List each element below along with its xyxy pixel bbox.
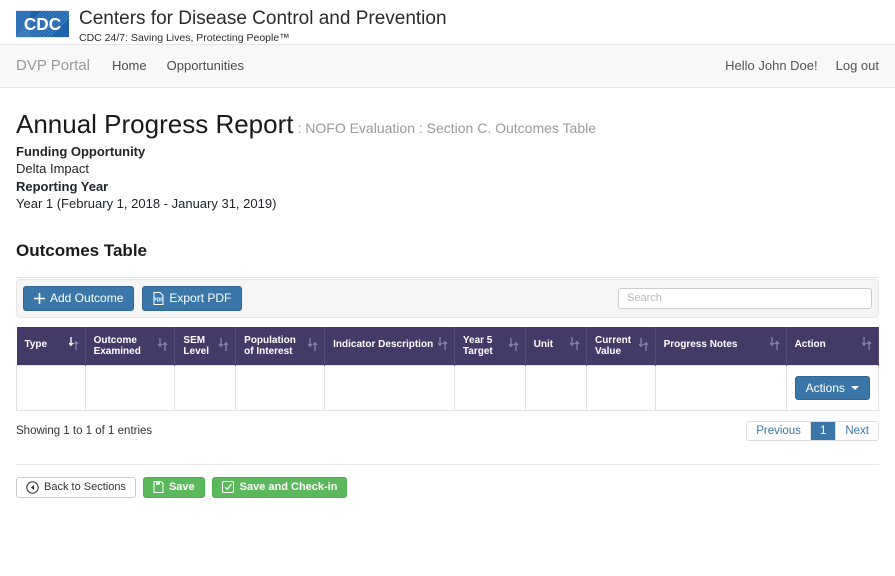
svg-text:CDC: CDC xyxy=(24,14,61,34)
svg-text:PDF: PDF xyxy=(154,297,164,303)
